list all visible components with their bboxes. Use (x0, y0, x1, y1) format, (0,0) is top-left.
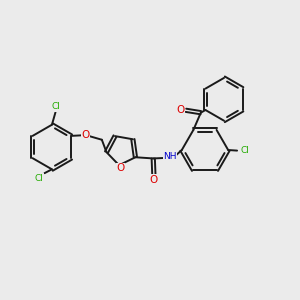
Text: Cl: Cl (35, 174, 44, 183)
Text: Cl: Cl (51, 102, 60, 111)
Text: O: O (81, 130, 90, 140)
Text: O: O (116, 163, 125, 173)
Text: NH: NH (163, 152, 177, 161)
Text: Cl: Cl (240, 146, 249, 155)
Text: O: O (150, 175, 158, 185)
Text: O: O (176, 105, 185, 115)
